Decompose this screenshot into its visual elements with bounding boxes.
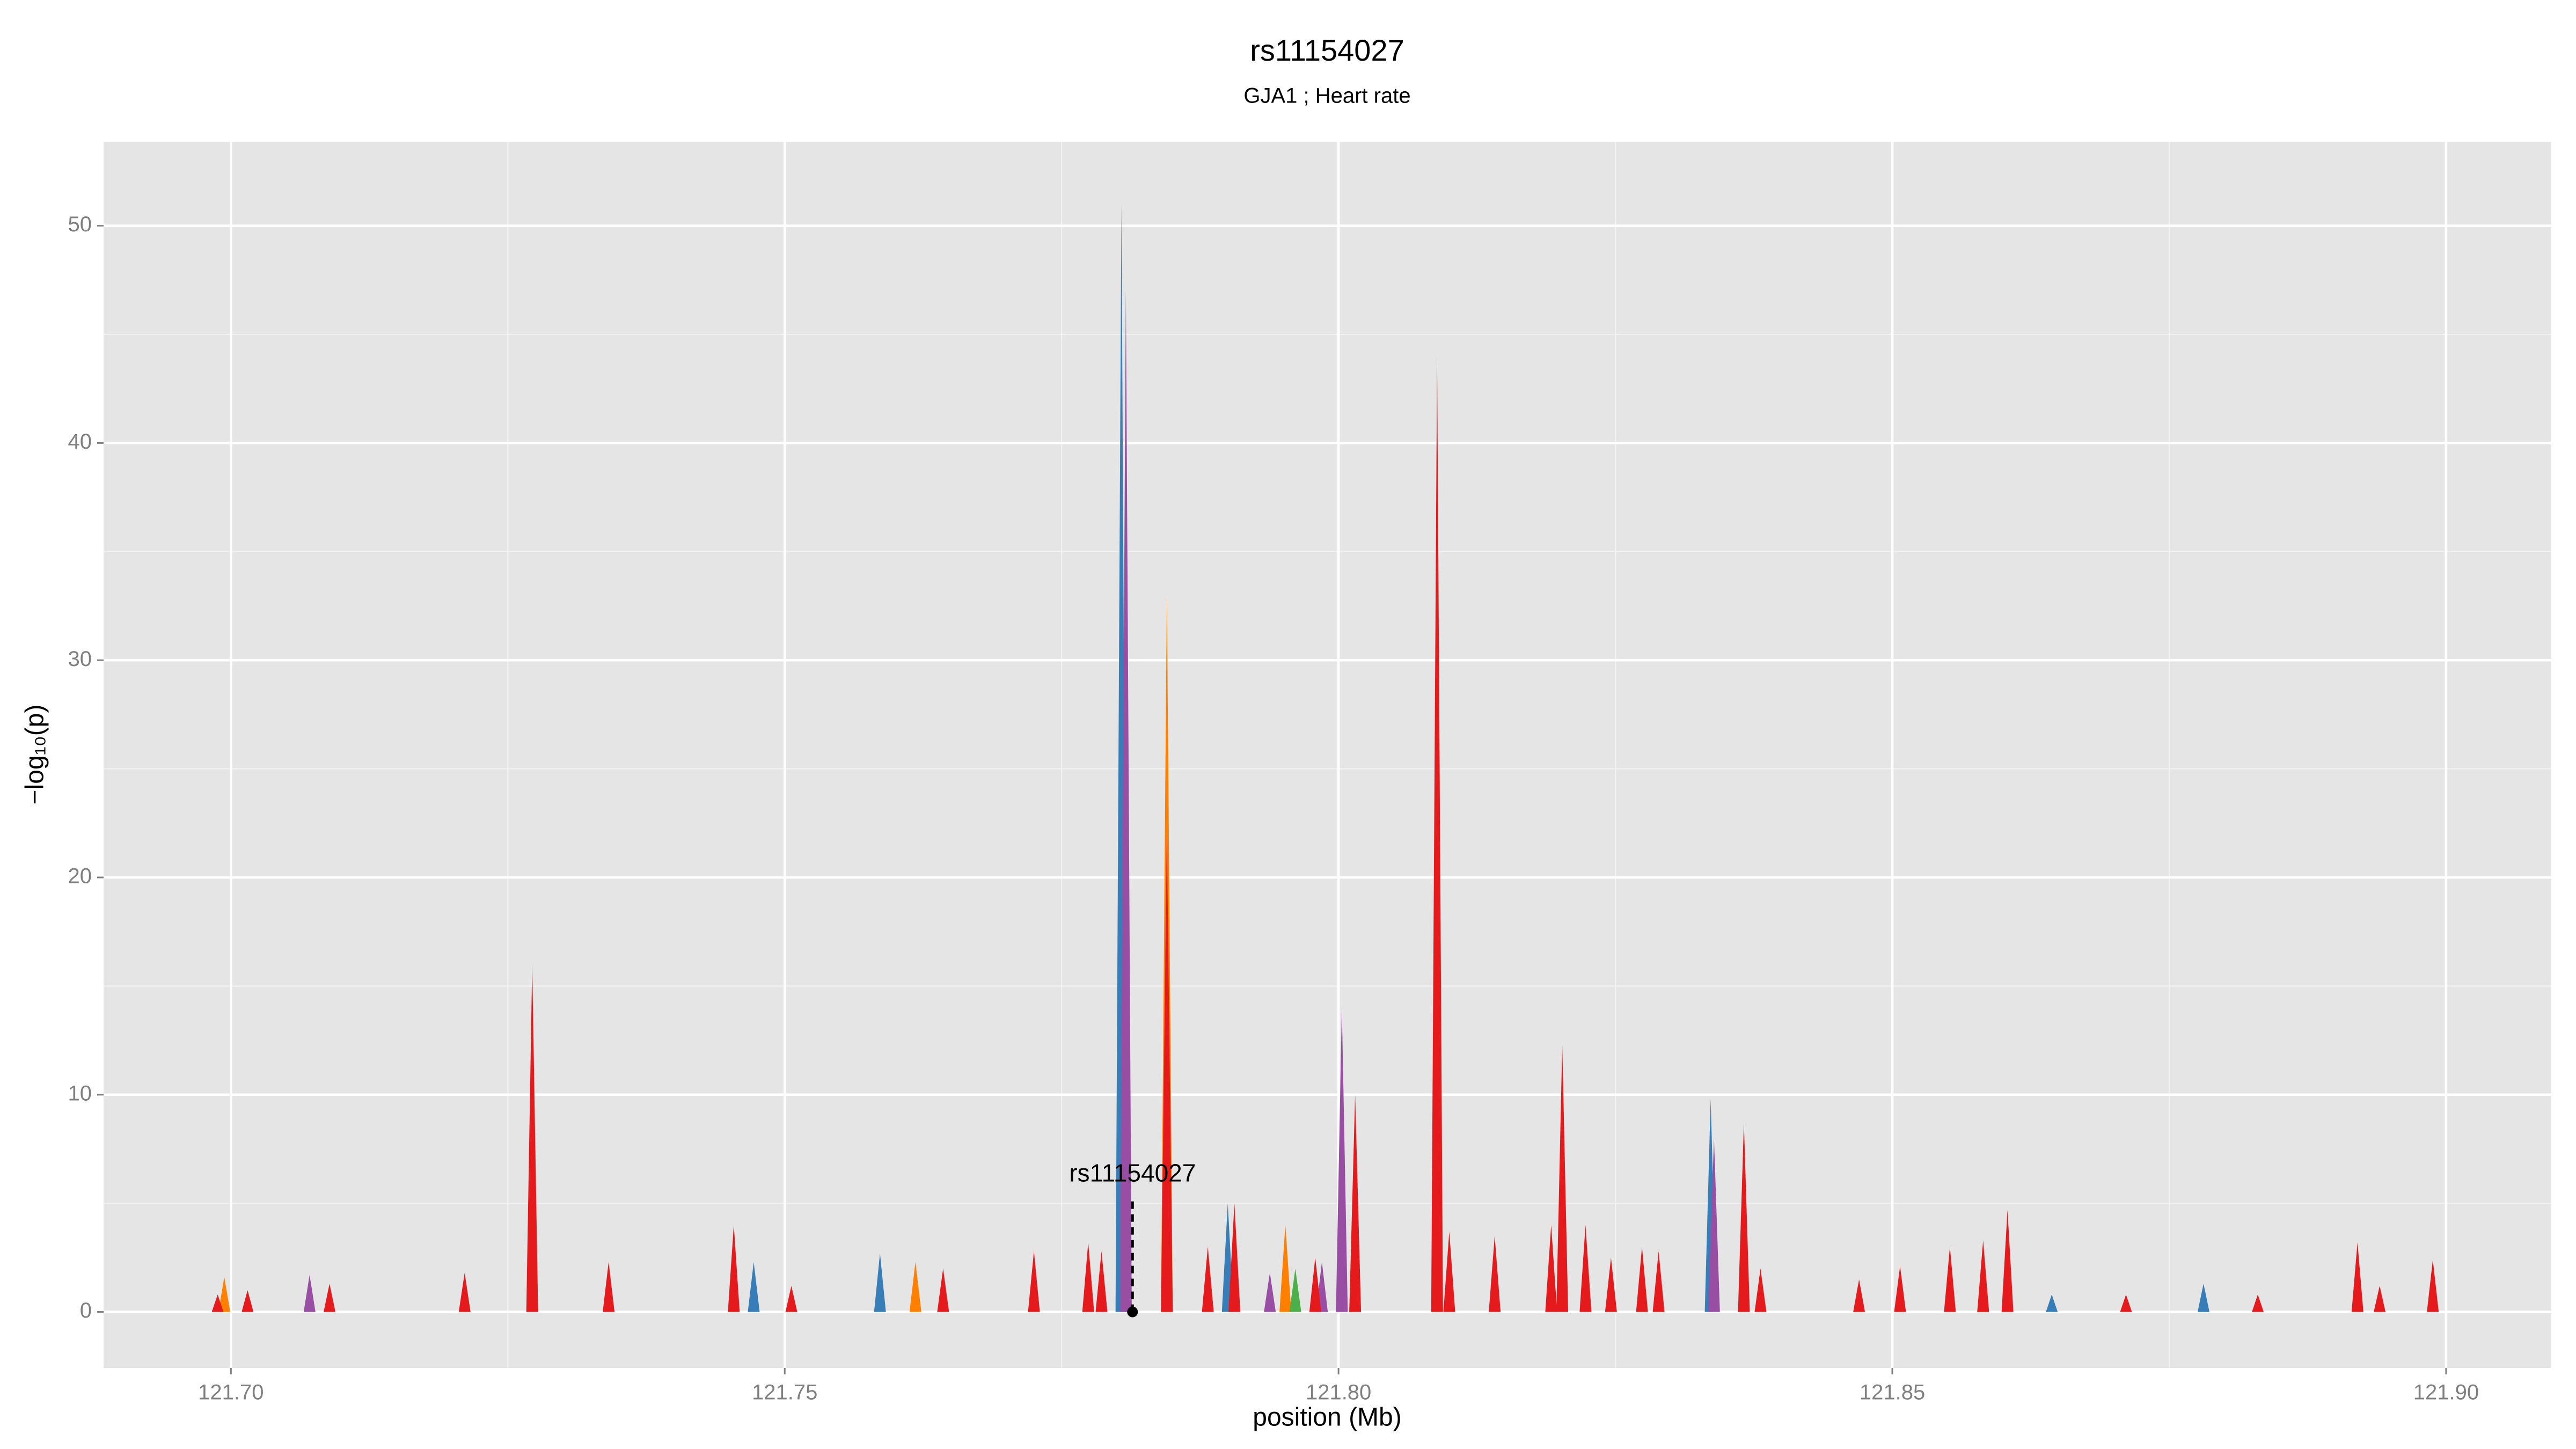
x-tick-label: 121.85 [1860,1381,1925,1404]
x-tick-label: 121.80 [1306,1381,1371,1404]
area-peak [2427,1260,2439,1312]
area-peak [1431,356,1443,1312]
area-peak [1489,1235,1501,1312]
area-peak [1119,291,1132,1312]
area-peak [2197,1283,2209,1312]
x-axis-label: position (Mb) [1253,1403,1401,1432]
area-peak [1556,1044,1569,1312]
x-tick-label: 121.75 [752,1381,817,1404]
area-peak [1289,1268,1301,1312]
annotation-label: rs11154027 [1069,1159,1196,1187]
area-peak [1853,1279,1865,1312]
area-peak [1944,1247,1956,1312]
area-peak [1605,1257,1617,1312]
area-peak [1309,1257,1321,1312]
area-peak [1443,1231,1455,1312]
area-peak [458,1272,471,1312]
area-peak [2046,1294,2058,1312]
area-peak [2001,1210,2014,1312]
y-tick-label: 0 [80,1299,92,1322]
area-peak [1095,1251,1108,1312]
area-peak [1279,1225,1292,1312]
area-peak [1977,1240,1989,1312]
area-peak [324,1283,336,1312]
x-tick-label: 121.70 [198,1381,264,1404]
area-peak [1161,834,1173,1312]
area-peak [1202,1247,1214,1312]
area-peak [1349,1094,1362,1312]
area-peak [218,1277,230,1312]
area-peak [211,1294,224,1312]
area-peak [241,1290,254,1312]
area-peak [2374,1285,2386,1312]
area-peak [1082,1242,1094,1312]
area-peak [1336,1007,1348,1312]
area-peak [1579,1225,1592,1312]
area-peak [2252,1294,2264,1312]
area-peak [526,964,538,1312]
area-peak [1264,1272,1276,1312]
area-peak [874,1253,886,1312]
area-peak [1228,1203,1241,1312]
annotation-point [1127,1306,1138,1318]
area-peak [1708,1138,1720,1312]
y-tick-label: 50 [68,213,92,236]
area-peak [748,1262,760,1312]
area-peak [303,1275,316,1312]
area-peak [2120,1294,2132,1312]
area-peak [1652,1251,1665,1312]
area-peak [785,1285,797,1312]
area-peak [1545,1225,1557,1312]
y-axis-label: −log₁₀(p) [21,705,49,805]
y-tick-label: 30 [68,647,92,671]
area-peak [1894,1266,1906,1312]
y-tick-label: 20 [68,865,92,888]
area-peak [1738,1123,1750,1312]
plot-background [104,142,2551,1368]
y-tick-label: 10 [68,1081,92,1105]
area-peak [1636,1247,1648,1312]
area-peak [909,1262,921,1312]
area-peak [1754,1268,1767,1312]
chart-title: rs11154027 [1250,33,1404,67]
y-tick-label: 40 [68,430,92,453]
area-peak [937,1268,949,1312]
area-peak [1028,1251,1040,1312]
chart-subtitle: GJA1 ; Heart rate [1243,84,1410,108]
x-tick-label: 121.90 [2413,1381,2479,1404]
area-peak [728,1225,740,1312]
area-peak [603,1262,615,1312]
area-peak [2351,1242,2363,1312]
